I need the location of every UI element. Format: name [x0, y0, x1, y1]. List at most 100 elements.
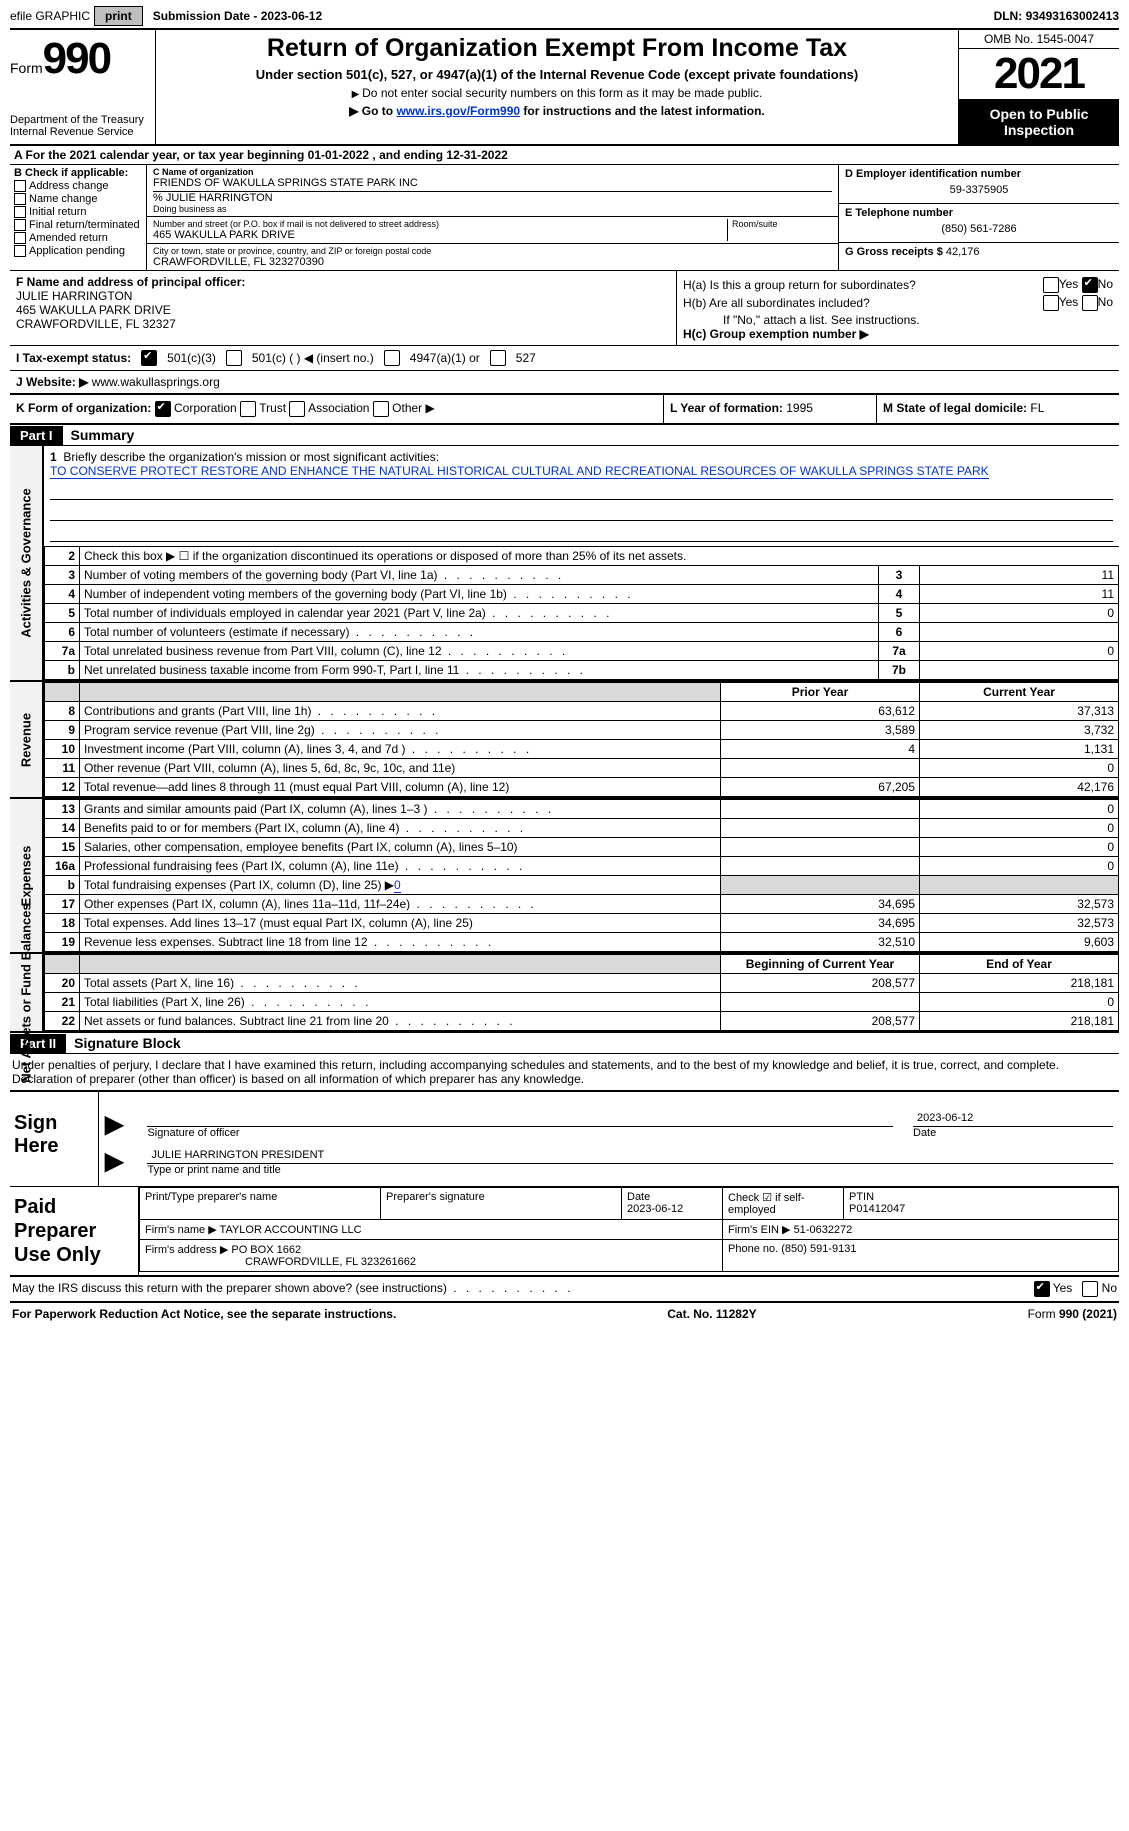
col-h-group: H(a) Is this a group return for subordin…	[677, 271, 1119, 345]
mission-text: TO CONSERVE PROTECT RESTORE AND ENHANCE …	[50, 464, 989, 479]
chk-amended[interactable]: Amended return	[14, 232, 142, 244]
paid-preparer-block: Paid Preparer Use Only Print/Type prepar…	[10, 1187, 1119, 1277]
row-i-tax-status: I Tax-exempt status: 501(c)(3) 501(c) ( …	[10, 346, 1119, 371]
note-goto: ▶ Go to www.irs.gov/Form990 for instruct…	[162, 104, 952, 118]
street-address: 465 WAKULLA PARK DRIVE	[153, 229, 727, 241]
firm-phone: (850) 591-9131	[781, 1243, 856, 1255]
section-bcd: B Check if applicable: Address change Na…	[10, 165, 1119, 271]
form-title: Return of Organization Exempt From Incom…	[162, 34, 952, 63]
col-c-org-info: C Name of organization FRIENDS OF WAKULL…	[147, 165, 838, 270]
catalog-number: Cat. No. 11282Y	[667, 1307, 756, 1321]
discuss-row: May the IRS discuss this return with the…	[10, 1277, 1119, 1303]
signature-intro: Under penalties of perjury, I declare th…	[10, 1054, 1119, 1090]
row-j-website: J Website: ▶ www.wakullasprings.org	[10, 371, 1119, 395]
paid-prep-table: Print/Type preparer's name Preparer's si…	[139, 1187, 1119, 1272]
open-public: Open to Public Inspection	[959, 100, 1119, 144]
header-right: OMB No. 1545-0047 2021 Open to Public In…	[958, 30, 1119, 144]
telephone: (850) 561-7286	[845, 219, 1113, 239]
firm-address: CRAWFORDVILLE, FL 323261662	[145, 1256, 416, 1268]
col-d-ein-tel: D Employer identification number 59-3375…	[838, 165, 1119, 270]
chk-name-change[interactable]: Name change	[14, 193, 142, 205]
chk-501c[interactable]	[226, 350, 242, 366]
section-f-h: F Name and address of principal officer:…	[10, 271, 1119, 346]
paid-prep-label: Paid Preparer Use Only	[10, 1187, 139, 1275]
tax-year: 2021	[959, 49, 1119, 100]
gross-receipts: 42,176	[946, 246, 980, 258]
chk-501c3[interactable]	[141, 350, 157, 366]
firm-ein: 51-0632272	[794, 1224, 853, 1236]
side-activities: Activities & Governance	[19, 488, 34, 638]
form-subtitle: Under section 501(c), 527, or 4947(a)(1)…	[162, 67, 952, 82]
sign-here-label: Sign Here	[10, 1092, 99, 1186]
ha-yes[interactable]	[1043, 277, 1059, 293]
section-revenue: Revenue Prior YearCurrent Year 8Contribu…	[10, 682, 1119, 799]
sign-here-block: Sign Here ▶ Signature of officer 2023-06…	[10, 1090, 1119, 1187]
officer-name: JULIE HARRINGTON	[16, 289, 670, 303]
net-assets-table: Beginning of Current YearEnd of Year 20T…	[44, 954, 1119, 1031]
footer: For Paperwork Reduction Act Notice, see …	[10, 1303, 1119, 1325]
header-left: Form990 Department of the Treasury Inter…	[10, 30, 156, 144]
discuss-yes[interactable]	[1034, 1281, 1050, 1297]
firm-name: TAYLOR ACCOUNTING LLC	[220, 1224, 362, 1236]
side-expenses: Expenses	[19, 845, 34, 906]
submission-date-label: Submission Date - 2023-06-12	[153, 9, 322, 23]
sig-date: 2023-06-12	[913, 1110, 1113, 1127]
top-bar: efile GRAPHIC print Submission Date - 20…	[10, 6, 1119, 30]
revenue-table: Prior YearCurrent Year 8Contributions an…	[44, 682, 1119, 797]
chk-pending[interactable]: Application pending	[14, 245, 142, 257]
m-state: M State of legal domicile: FL	[876, 395, 1119, 423]
col-f-officer: F Name and address of principal officer:…	[10, 271, 677, 345]
expenses-table: 13Grants and similar amounts paid (Part …	[44, 799, 1119, 952]
line-2: Check this box ▶ ☐ if the organization d…	[80, 547, 1119, 566]
section-expenses: Expenses 13Grants and similar amounts pa…	[10, 799, 1119, 954]
chk-address-change[interactable]: Address change	[14, 180, 142, 192]
chk-corp[interactable]	[155, 401, 171, 417]
ein: 59-3375905	[845, 180, 1113, 200]
chk-assoc[interactable]	[289, 401, 305, 417]
hb-no[interactable]	[1082, 295, 1098, 311]
care-of: % JULIE HARRINGTON	[153, 191, 832, 204]
l-year-formation: L Year of formation: 1995	[663, 395, 876, 423]
row-a-calendar-year: A For the 2021 calendar year, or tax yea…	[10, 146, 1119, 165]
row-klm: K Form of organization: Corporation Trus…	[10, 395, 1119, 425]
chk-527[interactable]	[490, 350, 506, 366]
sig-officer-label: Signature of officer	[147, 1127, 893, 1139]
side-revenue: Revenue	[19, 712, 34, 766]
sign-arrow-icon: ▶	[105, 1110, 123, 1139]
ha-yesno: Yes No	[993, 277, 1113, 293]
sign-arrow-icon: ▶	[105, 1147, 123, 1176]
section-activities: Activities & Governance 1 Briefly descri…	[10, 446, 1119, 682]
col-b-checkboxes: B Check if applicable: Address change Na…	[10, 165, 147, 270]
discuss-no[interactable]	[1082, 1281, 1098, 1297]
chk-trust[interactable]	[240, 401, 256, 417]
note-ssn: Do not enter social security numbers on …	[162, 86, 952, 100]
website-url: www.wakullasprings.org	[92, 375, 220, 389]
ptin: P01412047	[849, 1203, 905, 1215]
sig-name-title: JULIE HARRINGTON PRESIDENT	[147, 1147, 1113, 1164]
hc-exemption: H(c) Group exemption number ▶	[683, 327, 1113, 341]
ha-no[interactable]	[1082, 277, 1098, 293]
org-name: FRIENDS OF WAKULLA SPRINGS STATE PARK IN…	[153, 177, 832, 189]
hb-yes[interactable]	[1043, 295, 1059, 311]
activities-table: 2Check this box ▶ ☐ if the organization …	[44, 547, 1119, 680]
dln: DLN: 93493163002413	[994, 9, 1119, 23]
header-mid: Return of Organization Exempt From Incom…	[156, 30, 958, 144]
chk-4947[interactable]	[384, 350, 400, 366]
dept-treasury: Department of the Treasury Internal Reve…	[10, 114, 155, 138]
section-net-assets: Net Assets or Fund Balances Beginning of…	[10, 954, 1119, 1033]
form-header: Form990 Department of the Treasury Inter…	[10, 30, 1119, 146]
chk-initial-return[interactable]: Initial return	[14, 206, 142, 218]
chk-other[interactable]	[373, 401, 389, 417]
print-button[interactable]: print	[94, 6, 143, 26]
city-state-zip: CRAWFORDVILLE, FL 323270390	[153, 256, 832, 268]
side-net-assets: Net Assets or Fund Balances	[19, 903, 34, 1082]
chk-final-return[interactable]: Final return/terminated	[14, 219, 142, 231]
line-1-mission: 1 Briefly describe the organization's mi…	[44, 446, 1119, 547]
part-i-header: Part I Summary	[10, 425, 1119, 446]
omb-number: OMB No. 1545-0047	[959, 30, 1119, 49]
part-ii-header: Part II Signature Block	[10, 1033, 1119, 1054]
irs-link[interactable]: www.irs.gov/Form990	[396, 104, 520, 118]
k-form-org: K Form of organization: Corporation Trus…	[10, 395, 663, 423]
hb-yesno: Yes No	[993, 295, 1113, 311]
self-employed-check: Check ☑ if self-employed	[728, 1192, 805, 1216]
